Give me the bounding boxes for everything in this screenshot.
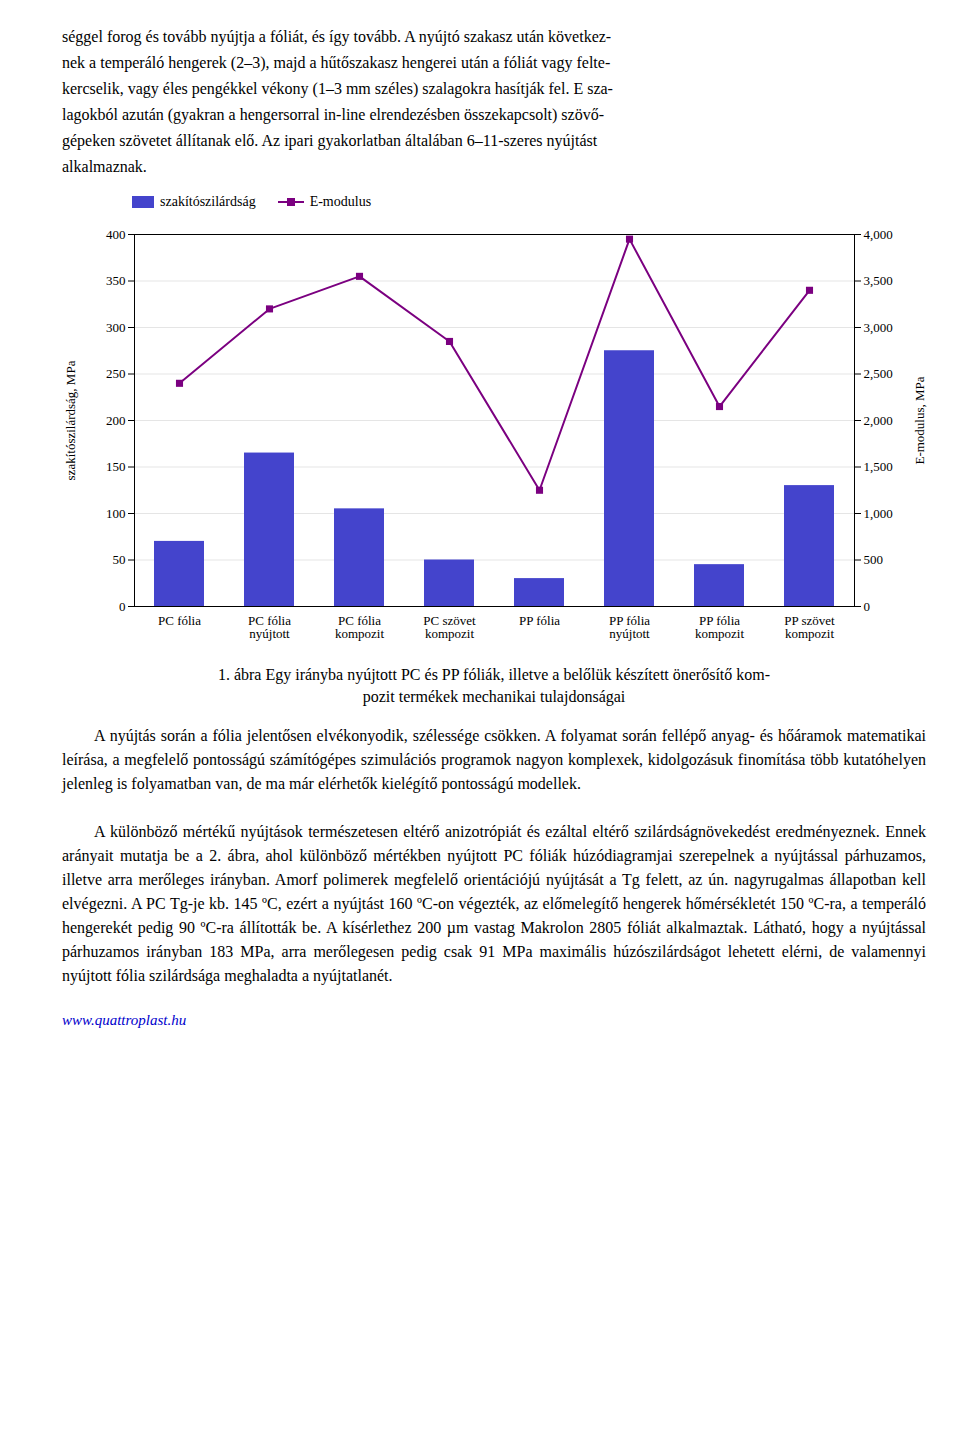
svg-text:E-modulus, MPa: E-modulus, MPa (912, 376, 927, 464)
svg-text:250: 250 (106, 366, 126, 381)
svg-text:PC fólianyújtott: PC fólianyújtott (248, 613, 291, 641)
html-text:séggel forog és tovább nyújtja: séggel forog és tovább nyújtja a fóliát,… (62, 28, 612, 45)
svg-text:400: 400 (106, 227, 126, 242)
svg-text:PC fólia: PC fólia (158, 613, 201, 628)
svg-text:0: 0 (864, 599, 871, 614)
svg-text:1,500: 1,500 (864, 459, 893, 474)
svg-text:500: 500 (864, 552, 884, 567)
svg-text:PP fólianyújtott: PP fólianyújtott (609, 613, 650, 641)
svg-text:100: 100 (106, 506, 126, 521)
html-text:kercselik, vagy éles pengékkel: kercselik, vagy éles pengékkel vékony (1… (62, 80, 613, 97)
svg-text:350: 350 (106, 273, 126, 288)
html-text:nek a temperáló hengerek (2–3): nek a temperáló hengerek (2–3), majd a h… (62, 54, 611, 71)
html-text:A különböző mértékű nyújtások: A különböző mértékű nyújtások természete… (62, 823, 926, 984)
svg-text:PP fólia: PP fólia (519, 613, 560, 628)
html-text:alkalmaznak.: alkalmaznak. (62, 158, 147, 175)
svg-text:3,000: 3,000 (864, 320, 893, 335)
html-text:lagokból azután (gyakran a hen: lagokból azután (gyakran a hengersorral … (62, 106, 604, 123)
svg-text:PC szövetkompozit: PC szövetkompozit (423, 613, 476, 641)
html-text:szakítószilárdság: szakítószilárdság (160, 194, 256, 209)
svg-text:4,000: 4,000 (864, 227, 893, 242)
svg-text:1,000: 1,000 (864, 506, 893, 521)
svg-text:50: 50 (113, 552, 126, 567)
svg-text:2,500: 2,500 (864, 366, 893, 381)
svg-text:szakítószilárdság, MPa: szakítószilárdság, MPa (63, 360, 78, 480)
html-text:E-modulus: E-modulus (309, 194, 372, 209)
html-text:www.quattroplast.hu: www.quattroplast.hu (62, 1012, 187, 1028)
svg-text:3,500: 3,500 (864, 273, 893, 288)
html-text:pozit termékek mechanikai tula: pozit termékek mechanikai tulajdonságai (362, 688, 626, 705)
html-text:A nyújtás során a fólia jelent: A nyújtás során a fólia jelentősen elvék… (62, 727, 926, 792)
svg-text:0: 0 (119, 599, 126, 614)
html-text:gépeken szövetet állítanak elő: gépeken szövetet állítanak elő. Az ipari… (62, 132, 598, 149)
svg-text:2,000: 2,000 (864, 413, 893, 428)
svg-text:300: 300 (106, 320, 126, 335)
svg-text:PP fóliakompozit: PP fóliakompozit (695, 613, 744, 641)
html-text:1. ábra Egy irányba nyújtott P: 1. ábra Egy irányba nyújtott PC és PP fó… (217, 666, 771, 683)
svg-text:150: 150 (106, 459, 126, 474)
svg-text:PC fóliakompozit: PC fóliakompozit (335, 613, 384, 641)
svg-text:200: 200 (106, 413, 126, 428)
svg-text:PP szövetkompozit: PP szövetkompozit (784, 613, 835, 641)
